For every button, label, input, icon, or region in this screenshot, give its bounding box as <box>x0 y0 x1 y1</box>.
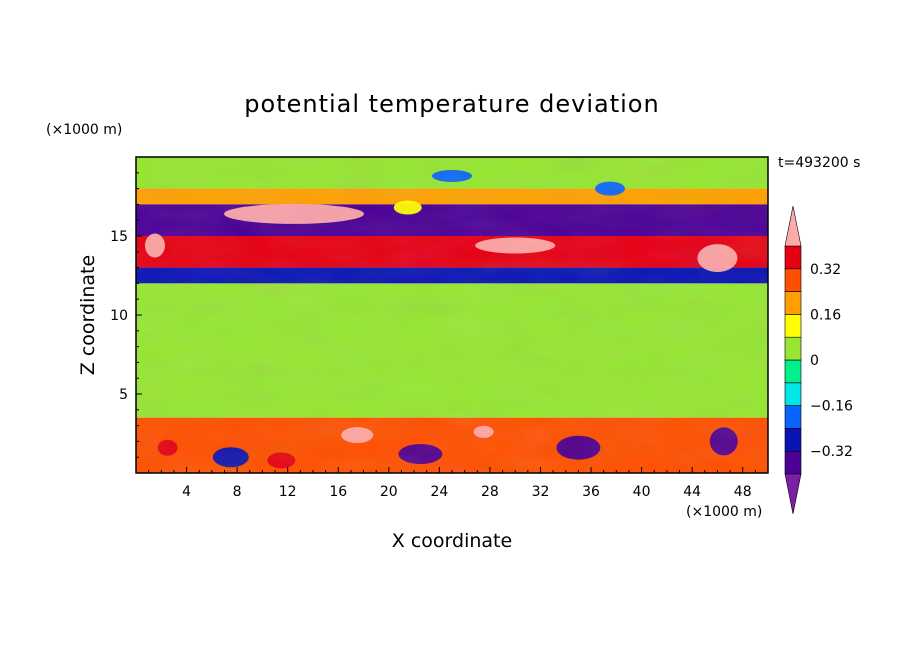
x-tick-label-12: 12 <box>279 484 297 500</box>
colorbar-segment-6 <box>784 314 802 338</box>
y-tick-label-15: 15 <box>110 229 128 245</box>
colorbar-label-1: 0.16 <box>810 307 841 323</box>
colorbar: 0.32 0.16 0 −0.16 −0.32 <box>784 205 853 515</box>
field-texture <box>136 157 768 473</box>
colorbar-segment-3 <box>784 382 802 406</box>
time-label: t=493200 s <box>778 155 860 171</box>
x-tick-label-44: 44 <box>683 484 701 500</box>
x-tick-label-32: 32 <box>532 484 550 500</box>
x-tick-label-48: 48 <box>734 484 752 500</box>
x-axis-label: X coordinate <box>392 530 512 552</box>
colorbar-under-arrow <box>784 473 802 515</box>
y-axis: 5 10 15 <box>110 172 142 458</box>
x-tick-label-8: 8 <box>233 484 242 500</box>
colorbar-segment-9 <box>784 245 802 270</box>
x-tick-label-36: 36 <box>582 484 600 500</box>
colorbar-label-2: 0 <box>810 353 819 369</box>
colorbar-segment-1 <box>784 428 802 452</box>
x-tick-label-20: 20 <box>380 484 398 500</box>
chart-title: potential temperature deviation <box>244 90 659 118</box>
colorbar-label-4: −0.32 <box>810 444 853 460</box>
y-tick-label-5: 5 <box>119 387 128 403</box>
x-tick-label-40: 40 <box>633 484 651 500</box>
x-tick-label-4: 4 <box>182 484 191 500</box>
y-unit-label: (×1000 m) <box>46 122 122 138</box>
colorbar-segment-8 <box>784 268 802 292</box>
colorbar-segment-5 <box>784 336 802 361</box>
y-tick-label-10: 10 <box>110 308 128 324</box>
colorbar-segment-4 <box>784 359 802 384</box>
colorbar-segment-7 <box>784 291 802 315</box>
x-tick-label-16: 16 <box>329 484 347 500</box>
x-tick-label-28: 28 <box>481 484 499 500</box>
colorbar-label-3: −0.16 <box>810 399 853 415</box>
x-tick-label-24: 24 <box>430 484 448 500</box>
colorbar-over-arrow <box>784 205 802 247</box>
plot-area <box>136 157 768 473</box>
colorbar-segment-2 <box>784 405 802 429</box>
y-axis-label: Z coordinate <box>77 255 99 375</box>
x-unit-label: (×1000 m) <box>686 504 762 520</box>
colorbar-label-0: 0.32 <box>810 262 841 278</box>
x-axis: 4 8 12 16 20 24 28 32 36 40 44 48 <box>148 467 756 500</box>
colorbar-segment-0 <box>784 450 802 475</box>
